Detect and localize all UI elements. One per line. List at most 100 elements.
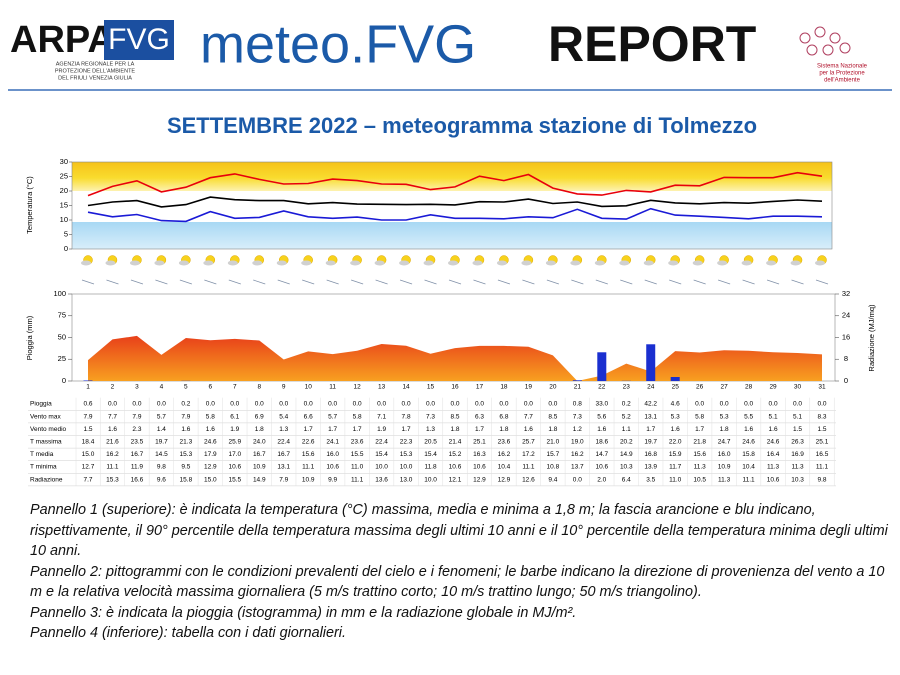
table-cell: 0.0 (328, 401, 337, 408)
bar (670, 376, 680, 381)
table-cell: 10.6 (326, 464, 339, 471)
table-cell: 1.2 (573, 426, 582, 433)
line-series (87, 207, 823, 223)
row-label: T massima (30, 439, 62, 446)
y-tick-label: 30 (60, 157, 68, 166)
y-tick-label: 15 (60, 200, 68, 209)
table-cell: 5.8 (353, 413, 362, 420)
table-cell: 23.5 (131, 439, 144, 446)
table-cell: 5.3 (671, 413, 680, 420)
report-title: meteo.FVG (200, 14, 476, 74)
table-cell: 0.0 (353, 401, 362, 408)
cloud-icon (81, 260, 91, 266)
x-tick-label: 1 (86, 384, 90, 391)
table-cell: 18.4 (82, 439, 95, 446)
table-cell: 14.9 (253, 476, 266, 483)
wind-barb (473, 279, 486, 285)
table-cell: 13.7 (571, 464, 584, 471)
wind-barb (497, 279, 511, 285)
wind-barb (399, 279, 413, 285)
table-cell: 15.0 (82, 451, 95, 458)
logo-box (104, 20, 174, 60)
table-cell: 16.0 (718, 451, 731, 458)
table-cell: 6.9 (255, 413, 264, 420)
table-cell: 10.4 (498, 464, 511, 471)
table-cell: 1.8 (720, 426, 729, 433)
table-cell: 5.4 (279, 413, 288, 420)
snpa-text: per la Protezione (819, 71, 865, 77)
wind-barb (351, 279, 364, 285)
table-cell: 11.7 (669, 464, 682, 471)
table-cell: 15.0 (204, 476, 217, 483)
cloud-icon (325, 260, 336, 266)
table-cell: 1.8 (255, 426, 264, 433)
table-cell: 6.6 (304, 413, 313, 420)
row-label: T media (30, 451, 54, 458)
x-tick-label: 30 (794, 384, 802, 391)
table-cell: 11.8 (424, 464, 437, 471)
table-cell: 5.1 (769, 413, 778, 420)
x-tick-label: 26 (696, 384, 704, 391)
line-series (87, 196, 823, 208)
table-cell: 13.9 (644, 464, 657, 471)
x-tick-label: 18 (500, 384, 508, 391)
x-tick-label: 4 (160, 384, 164, 391)
table-cell: 22.4 (277, 439, 290, 446)
table-cell: 5.1 (793, 413, 802, 420)
table-cell: 16.5 (816, 451, 829, 458)
table-cell: 13.1 (277, 464, 290, 471)
table-cell: 11.1 (816, 464, 829, 471)
table-cell: 20.2 (620, 439, 633, 446)
x-tick-label: 11 (329, 384, 336, 391)
table-cell: 9.6 (157, 476, 166, 483)
table-cell: 0.0 (793, 401, 802, 408)
table-cell: 13.1 (644, 413, 657, 420)
x-tick-label: 7 (233, 384, 237, 391)
table-cell: 0.0 (206, 401, 215, 408)
wind-barb (620, 279, 633, 285)
table-cell: 11.1 (351, 476, 364, 483)
table-cell: 0.8 (573, 401, 582, 408)
table-cell: 24.6 (767, 439, 780, 446)
cloud-icon (227, 260, 238, 266)
cloud-icon (276, 260, 287, 266)
table-cell: 0.2 (181, 401, 190, 408)
table-cell: 1.9 (377, 426, 386, 433)
report-graphics: ARPA FVG AGENZIA REGIONALE PER LA PROTEZ… (8, 14, 892, 487)
table-cell: 0.0 (720, 401, 729, 408)
x-tick-label: 27 (721, 384, 729, 391)
logo-sub: PROTEZIONE DELL'AMBIENTE (55, 68, 136, 74)
y2-tick-label: 24 (842, 311, 850, 320)
table-cell: 1.7 (328, 426, 337, 433)
y2-tick-label: 16 (842, 332, 850, 341)
wind-barb (106, 279, 119, 285)
x-tick-label: 9 (282, 384, 286, 391)
table-cell: 0.0 (769, 401, 778, 408)
table-cell: 0.0 (817, 401, 826, 408)
table-cell: 21.0 (547, 439, 560, 446)
y2-tick-label: 32 (842, 289, 850, 298)
table-cell: 5.2 (622, 413, 631, 420)
table-cell: 3.5 (646, 476, 655, 483)
table-cell: 8.5 (450, 413, 459, 420)
wind-barb (669, 279, 682, 285)
wind-barb (302, 279, 315, 285)
x-tick-label: 5 (184, 384, 188, 391)
wind-barb (766, 279, 780, 285)
cloud-icon (790, 260, 801, 266)
wind-barb (693, 279, 706, 285)
table-cell: 19.7 (155, 439, 168, 446)
table-cell: 1.5 (817, 426, 826, 433)
row-label: Vento max (30, 413, 61, 420)
table-cell: 1.8 (548, 426, 557, 433)
cloud-icon (399, 260, 410, 266)
y-tick-label: 0 (62, 376, 66, 385)
table-cell: 11.3 (694, 464, 707, 471)
table-cell: 16.7 (253, 451, 266, 458)
table-cell: 5.5 (744, 413, 753, 420)
table-cell: 9.4 (548, 476, 557, 483)
table-cell: 16.2 (106, 451, 119, 458)
table-cell: 12.9 (498, 476, 511, 483)
y-tick-label: 5 (64, 229, 68, 238)
logo-sub: AGENZIA REGIONALE PER LA (56, 61, 135, 67)
